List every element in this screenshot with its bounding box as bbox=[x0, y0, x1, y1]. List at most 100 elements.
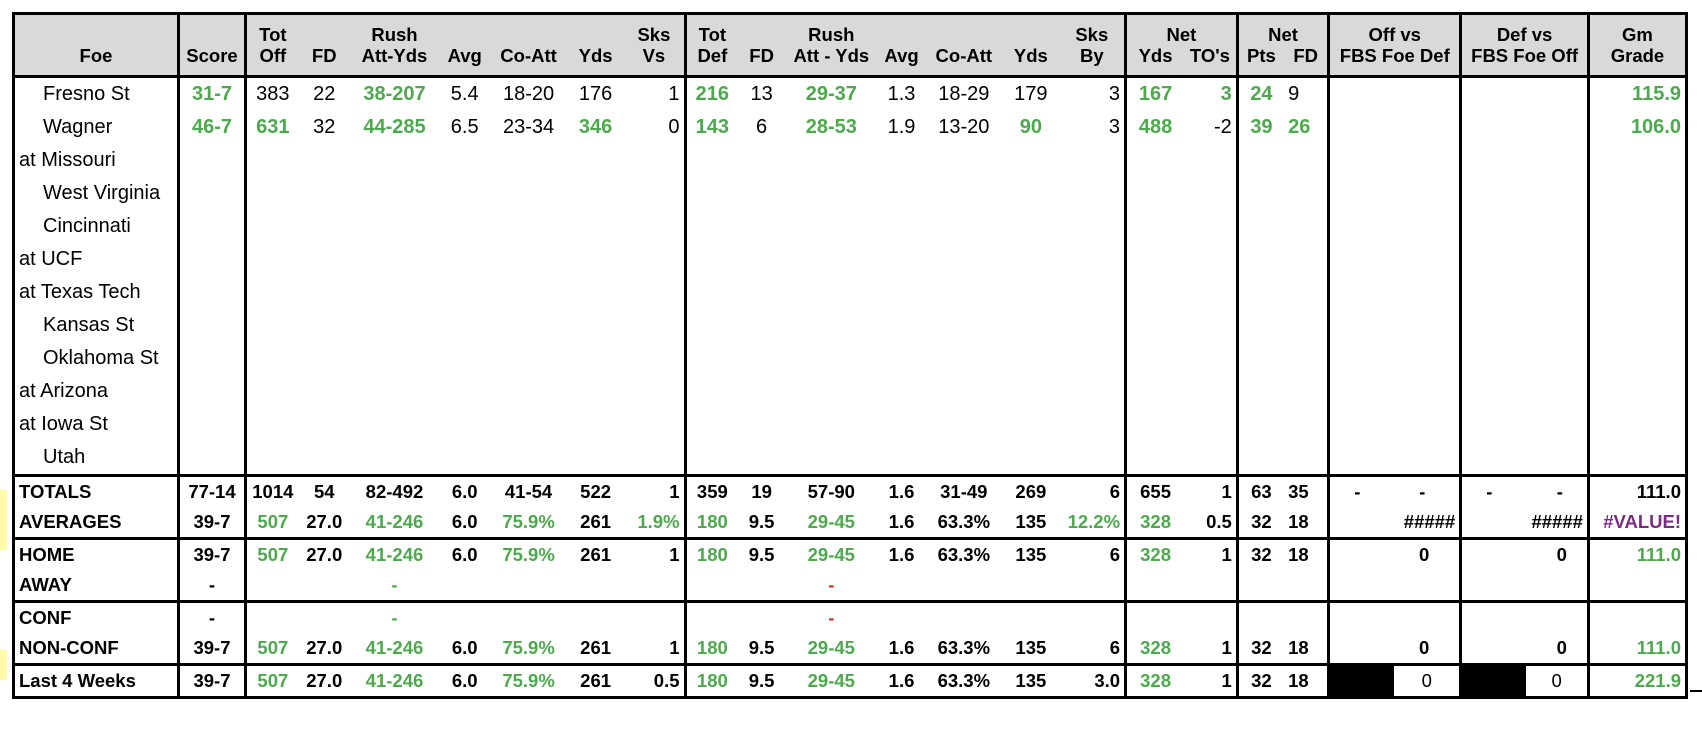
stat-cell: 19 bbox=[738, 474, 786, 507]
stat-cell: 328 bbox=[1125, 507, 1185, 540]
stat-cell: 507 bbox=[257, 544, 289, 566]
stat-cell: 1 bbox=[624, 538, 687, 570]
stat-cell: 1 bbox=[624, 76, 687, 111]
stat-cell: 9.5 bbox=[738, 633, 786, 666]
game-row: at UCF bbox=[13, 243, 1687, 276]
foe-name: Kansas St bbox=[13, 309, 180, 342]
row-label: HOME bbox=[13, 538, 180, 570]
stat-cell: 63.3% bbox=[937, 670, 991, 692]
nonconf-row: NON-CONF 39-7 507 27.0 41-246 6.0 75.9% … bbox=[13, 633, 1687, 666]
stat-cell bbox=[1460, 76, 1590, 111]
stat-cell: 29-45 bbox=[807, 544, 855, 566]
foe-name: at Texas Tech bbox=[13, 276, 180, 309]
stat-cell: 41-246 bbox=[365, 670, 424, 692]
score-cell: 46-7 bbox=[178, 111, 248, 144]
game-row: West Virginia bbox=[13, 177, 1687, 210]
foe-name: Wagner bbox=[13, 111, 180, 144]
stat-cell: 32 bbox=[1237, 507, 1285, 540]
stat-cell: 41-246 bbox=[349, 633, 440, 666]
stat-cell: 0 bbox=[624, 111, 687, 144]
stat-cell: - bbox=[785, 570, 878, 603]
stat-cell: 27.0 bbox=[306, 670, 343, 692]
conf-row: CONF - - - bbox=[13, 601, 1687, 633]
stat-cell: 6 bbox=[1059, 538, 1128, 570]
grade-cell: 106.0 bbox=[1630, 116, 1681, 138]
stat-cell: 63.3% bbox=[937, 544, 991, 566]
stat-cell: 328 bbox=[1140, 544, 1171, 566]
stat-cell: 32 bbox=[313, 116, 336, 138]
header-cell: Grade bbox=[1588, 45, 1687, 78]
stat-cell: 0 bbox=[1328, 664, 1463, 698]
score-cell: 39-7 bbox=[178, 538, 248, 570]
stat-cell: 44-285 bbox=[363, 116, 426, 138]
stat-cell: 41-246 bbox=[349, 507, 440, 540]
header-cell bbox=[178, 13, 248, 45]
header-cell: Off bbox=[245, 45, 299, 78]
stat-cell: 32 bbox=[1251, 670, 1272, 692]
stat-cell: 18 bbox=[1284, 538, 1331, 570]
stat-cell: 18 bbox=[1284, 664, 1331, 698]
header-cell: Sks bbox=[1059, 13, 1128, 45]
header-cell: Avg bbox=[439, 45, 491, 78]
stat-cell: 216 bbox=[695, 83, 730, 105]
stat-cell: 0 bbox=[1460, 633, 1590, 666]
stat-cell: 0 bbox=[1460, 538, 1590, 570]
stat-cell: 26 bbox=[1284, 111, 1331, 144]
stat-cell: 29-45 bbox=[785, 633, 878, 666]
stat-cell: 9.5 bbox=[738, 507, 786, 540]
game-row: at Iowa St bbox=[13, 408, 1687, 441]
stat-cell: 63.3% bbox=[925, 633, 1003, 666]
stat-cell: 6.0 bbox=[451, 544, 478, 566]
stat-cell: 655 bbox=[1125, 474, 1185, 507]
stat-cell: 75.9% bbox=[490, 633, 567, 666]
stat-cell: 1.9 bbox=[887, 116, 916, 138]
stat-cell: 261 bbox=[580, 544, 612, 566]
stat-cell: 1.6 bbox=[877, 633, 926, 666]
header-cell: Att - Yds bbox=[785, 45, 878, 78]
stat-cell: 507 bbox=[245, 633, 299, 666]
score-cell: 39-7 bbox=[178, 507, 248, 540]
header-cell: Rush bbox=[785, 13, 878, 45]
row-label: CONF bbox=[13, 601, 180, 633]
stat-cell: -2 bbox=[1184, 111, 1239, 144]
stat-cell: 328 bbox=[1125, 633, 1185, 666]
stat-cell: 179 bbox=[1014, 83, 1048, 105]
foe-name: Cincinnati bbox=[13, 210, 180, 243]
stat-cell: - bbox=[391, 607, 398, 629]
stat-cell: ##### bbox=[1328, 507, 1463, 540]
stat-cell: 29-45 bbox=[807, 670, 855, 692]
header-cell: Def bbox=[685, 45, 739, 78]
stat-cell: 1 bbox=[624, 633, 687, 666]
grade-cell: 111.0 bbox=[1636, 544, 1681, 566]
last-4-weeks-row: Last 4 Weeks 39-7 507 27.0 41-246 6.0 75… bbox=[13, 664, 1687, 698]
row-label: NON-CONF bbox=[13, 633, 180, 666]
stat-cell: 1 bbox=[1184, 664, 1239, 698]
black-fill-block bbox=[1462, 666, 1527, 696]
stat-cell: 63 bbox=[1237, 474, 1285, 507]
stat-cell: 176 bbox=[578, 83, 613, 105]
row-marker bbox=[0, 650, 7, 680]
team-stats-table: Tot Rush Sks Tot Rush Sks Net Net Off vs… bbox=[12, 12, 1688, 699]
header-cell: Net bbox=[1237, 13, 1331, 45]
header-row-1: Tot Rush Sks Tot Rush Sks Net Net Off vs… bbox=[13, 13, 1687, 45]
header-cell: Gm bbox=[1588, 13, 1687, 45]
stat-cell: 6.5 bbox=[450, 116, 479, 138]
grade-cell: 111.0 bbox=[1588, 474, 1687, 507]
stat-cell: 328 bbox=[1140, 670, 1171, 692]
stat-cell: 6 bbox=[1059, 474, 1128, 507]
header-cell: Off vs bbox=[1328, 13, 1463, 45]
stat-cell: 32 bbox=[1251, 544, 1272, 566]
stat-cell: 13-20 bbox=[938, 116, 990, 138]
grade-cell: #VALUE! bbox=[1588, 507, 1687, 540]
game-row: at Arizona bbox=[13, 375, 1687, 408]
stat-cell: 75.9% bbox=[490, 507, 567, 540]
foe-name: at Missouri bbox=[13, 144, 180, 177]
stat-cell: 41-54 bbox=[490, 474, 567, 507]
stat-cell: 346 bbox=[578, 116, 613, 138]
stat-cell bbox=[1328, 111, 1463, 144]
stat-cell: -- bbox=[1328, 474, 1463, 507]
header-cell: TO's bbox=[1184, 45, 1239, 78]
stat-cell: 27.0 bbox=[306, 544, 343, 566]
stat-cell: 39 bbox=[1250, 116, 1273, 138]
stat-cell: 24 bbox=[1250, 83, 1273, 105]
